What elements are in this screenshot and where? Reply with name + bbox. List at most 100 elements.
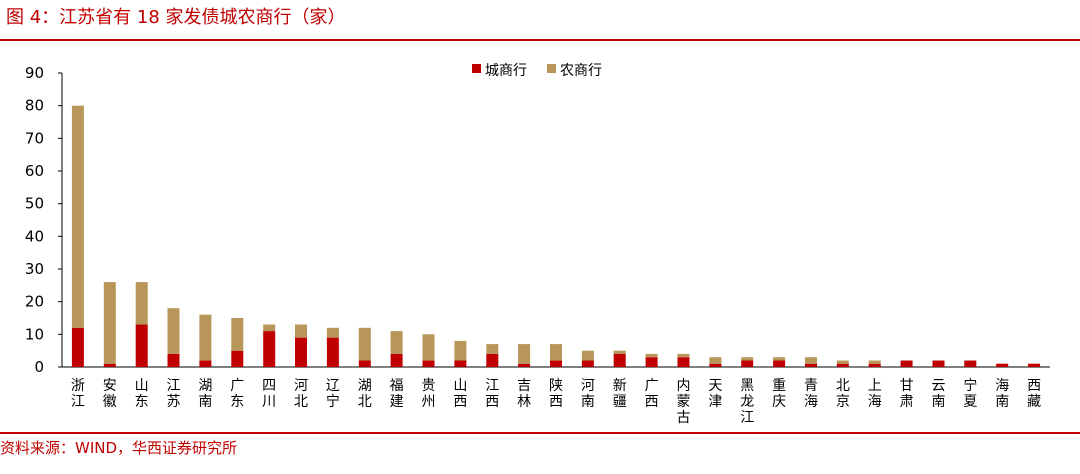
x-category-label: 内蒙古 xyxy=(676,378,690,426)
bar-rural-bank xyxy=(454,340,467,361)
bar-rural-bank xyxy=(263,324,276,331)
x-category-label: 甘肃 xyxy=(900,378,914,410)
x-axis-labels: 浙江安徽山东江苏湖南广东四川河北辽宁湖北福建贵州山西江西吉林陕西河南新疆广西内蒙… xyxy=(71,377,1041,426)
x-category-label: 湖南 xyxy=(198,378,212,410)
legend: 城商行 农商行 xyxy=(472,63,602,79)
bar-rural-bank xyxy=(167,308,180,354)
bar-rural-bank xyxy=(135,282,148,325)
y-tick-label: 30 xyxy=(25,260,44,278)
legend-swatch-city-bank xyxy=(472,64,481,73)
y-tick-label: 70 xyxy=(25,129,44,147)
bar-city-bank xyxy=(103,363,116,367)
bar-city-bank xyxy=(358,360,371,367)
stacked-bar-chart: 城商行 农商行 0 10 20 30 40 50 60 70 80 90 浙江安徽山东江苏湖南广东… xyxy=(25,63,1050,426)
bottom-divider xyxy=(0,432,1080,434)
x-category-label: 河北 xyxy=(294,378,308,410)
x-category-label: 四川 xyxy=(262,378,276,410)
x-category-label: 广东 xyxy=(230,378,244,410)
source-note: 资料来源：WIND，华西证券研究所 xyxy=(0,439,238,457)
x-category-label: 西藏 xyxy=(1027,378,1041,410)
x-category-label: 安徽 xyxy=(103,378,117,410)
x-category-label: 云南 xyxy=(931,378,945,410)
bar-city-bank xyxy=(773,360,786,367)
bar-city-bank xyxy=(550,360,562,367)
x-category-label: 广西 xyxy=(645,378,659,410)
bar-city-bank xyxy=(199,360,212,367)
bar-rural-bank xyxy=(295,324,307,338)
bar-city-bank xyxy=(677,357,690,367)
x-category-label: 辽宁 xyxy=(326,378,340,410)
bar-rural-bank xyxy=(518,344,531,364)
bar-rural-bank xyxy=(773,357,786,361)
bar-city-bank xyxy=(964,360,977,367)
x-category-label: 黑龙江 xyxy=(740,378,754,426)
bar-city-bank xyxy=(390,353,403,367)
x-category-label: 上海 xyxy=(868,378,882,410)
axes: 0 10 20 30 40 50 60 70 80 90 xyxy=(25,64,1050,376)
bar-city-bank xyxy=(295,337,307,367)
chart-title: 图 4：江苏省有 18 家发债城农商行（家） xyxy=(6,7,346,28)
legend-label-city-bank: 城商行 xyxy=(485,63,527,79)
bar-rural-bank xyxy=(103,282,116,364)
bar-rural-bank xyxy=(836,360,849,364)
x-category-label: 山西 xyxy=(453,378,467,410)
y-tick-label: 10 xyxy=(25,325,44,343)
x-category-label: 海南 xyxy=(995,378,1009,410)
y-tick-label: 80 xyxy=(25,97,44,115)
bar-city-bank xyxy=(645,357,658,367)
bar-rural-bank xyxy=(231,318,244,351)
bar-city-bank xyxy=(709,363,722,367)
bar-rural-bank xyxy=(422,334,435,361)
bar-rural-bank xyxy=(613,350,626,354)
bar-city-bank xyxy=(454,360,467,367)
x-category-label: 新疆 xyxy=(613,378,627,410)
bar-rural-bank xyxy=(805,357,817,364)
bar-city-bank xyxy=(932,360,945,367)
bar-city-bank xyxy=(135,324,148,367)
x-category-label: 河南 xyxy=(581,378,595,410)
y-tick-label: 90 xyxy=(25,64,44,82)
bar-city-bank xyxy=(996,363,1009,367)
x-category-label: 福建 xyxy=(390,378,404,410)
y-tick-label: 60 xyxy=(25,162,44,180)
bar-rural-bank xyxy=(486,344,499,354)
bar-rural-bank xyxy=(741,357,754,361)
bar-rural-bank xyxy=(645,353,658,358)
bar-rural-bank xyxy=(709,357,722,364)
x-category-label: 重庆 xyxy=(772,378,786,410)
bar-city-bank xyxy=(741,360,754,367)
bar-rural-bank xyxy=(199,314,212,361)
x-category-label: 江苏 xyxy=(167,378,181,410)
x-category-label: 陕西 xyxy=(549,378,563,410)
bar-city-bank xyxy=(326,337,339,367)
bar-rural-bank xyxy=(581,350,594,361)
x-category-label: 吉林 xyxy=(517,378,531,410)
x-category-label: 北京 xyxy=(836,378,850,410)
bar-city-bank xyxy=(581,360,594,367)
bar-city-bank xyxy=(167,353,180,367)
legend-label-rural-bank: 农商行 xyxy=(560,63,602,79)
bar-rural-bank xyxy=(677,353,690,358)
bar-rural-bank xyxy=(326,327,339,338)
x-category-label: 湖北 xyxy=(358,378,372,410)
x-category-label: 天津 xyxy=(708,378,722,410)
bar-rural-bank xyxy=(550,344,562,361)
x-category-label: 宁夏 xyxy=(963,377,977,410)
bar-city-bank xyxy=(71,327,84,367)
y-tick-label: 40 xyxy=(25,227,44,245)
bar-city-bank xyxy=(836,363,849,367)
bar-city-bank xyxy=(422,360,435,367)
y-tick-label: 50 xyxy=(25,195,44,213)
bar-city-bank xyxy=(518,363,531,367)
bar-city-bank xyxy=(231,350,244,367)
x-category-label: 浙江 xyxy=(71,378,85,410)
bar-city-bank xyxy=(900,360,913,367)
bars xyxy=(71,105,1041,367)
bar-city-bank xyxy=(1028,363,1041,367)
x-category-label: 贵州 xyxy=(422,378,436,410)
x-category-label: 青海 xyxy=(804,378,818,410)
bar-rural-bank xyxy=(390,331,403,354)
bar-city-bank xyxy=(263,331,276,367)
y-tick-label: 0 xyxy=(34,358,44,376)
bar-rural-bank xyxy=(868,360,881,364)
